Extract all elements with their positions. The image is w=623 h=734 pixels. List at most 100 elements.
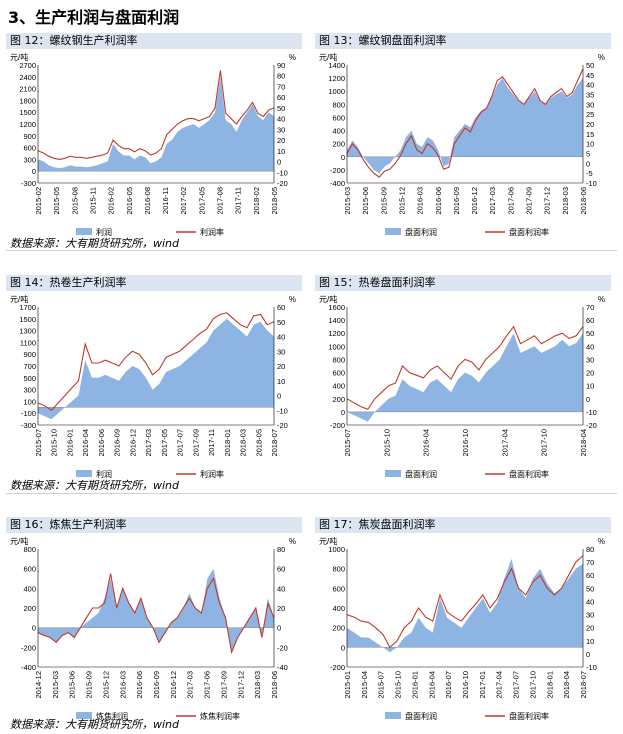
y-tick-label: -100 (21, 409, 36, 418)
x-tick-label: 2016-10 (461, 671, 470, 699)
y2-tick-label: -20 (586, 421, 597, 430)
x-tick-label: 2016-12 (128, 429, 137, 457)
y-tick-label: 1200 (19, 120, 36, 129)
y2-tick-label: 40 (586, 81, 594, 90)
y2-tick-label: -10 (586, 179, 597, 188)
x-tick-label: 2016-06 (434, 187, 443, 215)
y2-tick-label: 10 (277, 377, 285, 386)
y2-tick-label: 50 (586, 584, 594, 593)
y2-tick-label: 40 (586, 597, 594, 606)
series-line-利润率 (37, 312, 275, 412)
y-tick-label: -200 (330, 663, 345, 672)
y-tick-label: 800 (332, 565, 345, 574)
y-tick-label: 400 (332, 382, 345, 391)
y-tick-label: 1000 (328, 545, 345, 554)
x-tick-label: 2018-03 (239, 429, 248, 457)
y-tick-label: 2400 (19, 73, 36, 82)
y2-tick-label: 0 (277, 624, 281, 633)
y-tick-label: 800 (332, 100, 345, 109)
source-note: 数据来源：大有期货研究所，wind (10, 479, 180, 492)
x-tick-label: 2015-10 (382, 429, 391, 457)
y2-tick-label: 0 (586, 159, 590, 168)
y2-unit-label: % (598, 53, 605, 62)
x-tick-label: 2018-01 (545, 671, 554, 699)
y-tick-label: 1000 (328, 87, 345, 96)
y2-tick-label: 30 (586, 100, 594, 109)
y2-tick-label: 0 (277, 392, 281, 401)
chart-svg: 元/吨 %8006004002000-200-400806040200-20-40… (10, 536, 296, 721)
y2-tick-label: 50 (586, 329, 594, 338)
x-tick-label: 2017-05 (197, 187, 206, 215)
y2-tick-label: 10 (586, 382, 594, 391)
series-line-盘面利润率 (346, 555, 584, 649)
x-tick-label: 2015-05 (52, 187, 61, 215)
x-tick-label: 2018-05 (254, 429, 263, 457)
x-tick-label: 2017-08 (216, 187, 225, 215)
x-tick-label: 2017-01 (478, 671, 487, 699)
x-tick-label: 2016-05 (125, 187, 134, 215)
y2-unit-label: % (289, 53, 296, 62)
chart-svg: 元/吨 %10008006004002000-200807060504030201… (319, 536, 605, 721)
y2-tick-label: -10 (586, 408, 597, 417)
x-tick-label: 2015-07 (34, 429, 43, 457)
y2-tick-label: 80 (586, 545, 594, 554)
y-tick-label: 600 (332, 113, 345, 122)
y2-tick-label: 0 (586, 395, 590, 404)
y-tick-label: 400 (332, 127, 345, 136)
x-tick-label: 2016-04 (422, 429, 431, 457)
y-tick-label: 600 (332, 584, 345, 593)
y-tick-label: -200 (330, 166, 345, 175)
x-tick-label: 2018-06 (270, 671, 279, 699)
y2-tick-label: 60 (586, 571, 594, 580)
x-tick-label: 2016-11 (161, 187, 170, 214)
x-tick-label: 2017-09 (219, 671, 228, 699)
x-tick-label: 2017-07 (512, 671, 521, 699)
legend-label: 利润 (96, 469, 112, 479)
y-tick-label: 1400 (328, 316, 345, 325)
y-tick-label: 600 (332, 369, 345, 378)
y-unit-label: 元/吨 (319, 294, 337, 304)
y-tick-label: 200 (332, 395, 345, 404)
x-tick-label: 2015-01 (343, 671, 352, 699)
x-tick-label: 2015-07 (343, 429, 352, 457)
x-tick-label: 2017-03 (144, 429, 153, 457)
y-tick-label: 1400 (328, 61, 345, 70)
x-tick-label: 2016-08 (143, 187, 152, 215)
legend-label: 盘面利润 (405, 469, 437, 479)
y2-tick-label: 50 (586, 61, 594, 70)
y-tick-label: -300 (21, 179, 36, 188)
y-tick-label: 2700 (19, 61, 36, 70)
y2-tick-label: 10 (586, 637, 594, 646)
x-tick-label: 2017-09 (191, 429, 200, 457)
y2-tick-label: 60 (586, 316, 594, 325)
legend-label: 盘面利润 (405, 227, 437, 237)
y2-tick-label: 35 (586, 91, 594, 100)
y2-tick-label: 10 (586, 140, 594, 149)
y-tick-label: 1500 (19, 315, 36, 324)
x-tick-label: 2015-03 (51, 671, 60, 699)
y-tick-label: 200 (23, 604, 36, 613)
x-tick-label: 2017-07 (176, 429, 185, 457)
y2-tick-label: 40 (277, 584, 285, 593)
legend-swatch-area (76, 228, 92, 235)
y2-tick-label: 30 (586, 611, 594, 620)
series-line-炼焦利润率 (37, 573, 275, 655)
y2-tick-label: 80 (277, 72, 285, 81)
y2-tick-label: 70 (277, 82, 285, 91)
x-tick-label: 2015-10 (394, 671, 403, 699)
y-tick-label: 200 (332, 140, 345, 149)
chart-svg: 元/吨 %16001400120010008006004002000-200706… (319, 294, 605, 479)
y2-tick-label: 80 (277, 545, 285, 554)
y2-tick-label: 15 (586, 130, 594, 139)
y-tick-label: -400 (330, 179, 345, 188)
y2-tick-label: -5 (586, 169, 593, 178)
y-tick-label: 400 (23, 584, 36, 593)
chart-title: 图 13：螺纹钢盘面利润率 (315, 33, 611, 49)
x-tick-label: 2018-06 (579, 187, 588, 215)
x-tick-label: 2018-04 (562, 671, 571, 699)
chart-svg: 元/吨 %1700150013001100900700500300100-100-… (10, 294, 296, 479)
y-tick-label: 300 (23, 386, 36, 395)
x-tick-label: 2017-05 (160, 429, 169, 457)
x-tick-label: 2018-07 (579, 671, 588, 699)
x-tick-label: 2016-03 (118, 671, 127, 699)
